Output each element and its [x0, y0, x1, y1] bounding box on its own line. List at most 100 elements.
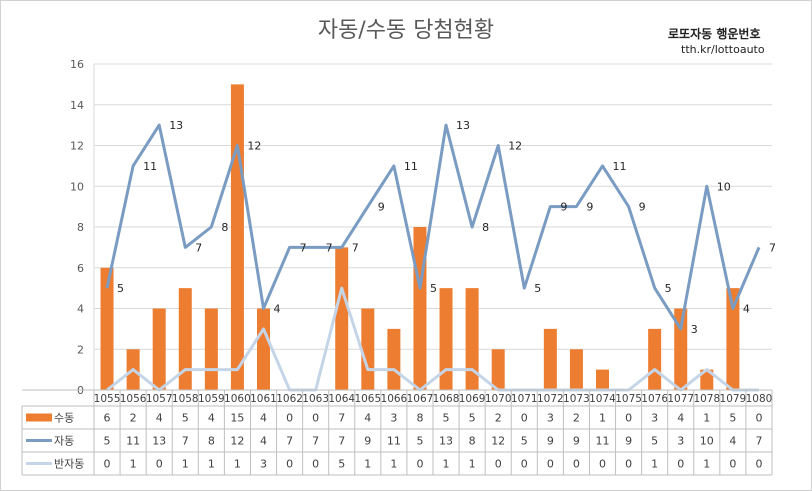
- table-cell: 11: [596, 435, 610, 448]
- table-cell: 12: [230, 435, 244, 448]
- bar-manual: [178, 288, 192, 390]
- table-cell: 13: [439, 435, 453, 448]
- bar-manual: [700, 369, 714, 390]
- x-tick-label: 1057: [146, 393, 173, 405]
- table-cell: 2: [573, 412, 580, 425]
- x-tick-label: 1071: [511, 393, 538, 405]
- x-tick-label: 1055: [94, 393, 121, 405]
- x-tick-label: 1080: [746, 393, 773, 405]
- table-cell: 0: [286, 458, 293, 471]
- table-cell: 8: [208, 435, 215, 448]
- data-label-auto: 5: [117, 282, 124, 295]
- table-cell: 0: [521, 412, 528, 425]
- y-tick-label: 8: [77, 221, 84, 234]
- y-tick-label: 10: [70, 180, 84, 193]
- bar-manual: [387, 328, 401, 390]
- x-tick-label: 1059: [198, 393, 225, 405]
- data-label-auto: 12: [508, 140, 522, 153]
- table-cell: 3: [651, 412, 658, 425]
- table-cell: 3: [390, 412, 397, 425]
- table-cell: 5: [729, 412, 736, 425]
- table-cell: 9: [625, 435, 632, 448]
- y-tick-label: 4: [77, 303, 84, 316]
- table-cell: 0: [677, 458, 684, 471]
- x-tick-label: 1056: [120, 393, 147, 405]
- bar-manual: [439, 288, 453, 390]
- data-label-auto: 11: [404, 160, 418, 173]
- data-label-auto: 4: [743, 303, 750, 316]
- table-cell: 10: [700, 435, 714, 448]
- table-cell: 5: [521, 435, 528, 448]
- table-cell: 5: [182, 412, 189, 425]
- table-cell: 11: [126, 435, 140, 448]
- table-cell: 1: [469, 458, 476, 471]
- data-label-auto: 7: [326, 241, 333, 254]
- x-tick-label: 1077: [667, 393, 694, 405]
- table-cell: 9: [547, 435, 554, 448]
- x-tick-label: 1072: [537, 393, 564, 405]
- data-label-auto: 9: [586, 201, 593, 214]
- table-cell: 0: [625, 458, 632, 471]
- table-cell: 0: [312, 412, 319, 425]
- table-cell: 9: [364, 435, 371, 448]
- table-cell: 7: [182, 435, 189, 448]
- y-tick-label: 16: [70, 58, 84, 71]
- table-cell: 0: [547, 458, 554, 471]
- legend-key-manual: [26, 413, 52, 422]
- table-cell: 7: [755, 435, 762, 448]
- x-tick-label: 1068: [433, 393, 460, 405]
- table-cell: 0: [599, 458, 606, 471]
- data-label-auto: 9: [639, 201, 646, 214]
- table-cell: 7: [338, 435, 345, 448]
- semi-auto-line: [106, 286, 759, 392]
- table-cell: 1: [703, 458, 710, 471]
- table-cell: 3: [260, 458, 267, 471]
- bar-manual: [257, 308, 270, 390]
- table-cell: 6: [104, 412, 111, 425]
- table-cell: 1: [182, 458, 189, 471]
- table-cell: 11: [387, 435, 401, 448]
- x-tick-label: 1066: [381, 393, 408, 405]
- bar-manual: [152, 308, 166, 390]
- table-cell: 0: [416, 458, 423, 471]
- x-tick-label: 1058: [172, 393, 199, 405]
- table-cell: 0: [521, 458, 528, 471]
- table-cell: 7: [286, 435, 293, 448]
- data-label-auto: 8: [221, 221, 228, 234]
- table-cell: 0: [573, 458, 580, 471]
- x-tick-label: 1062: [276, 393, 303, 405]
- x-tick-label: 1067: [407, 393, 434, 405]
- table-cell: 0: [286, 412, 293, 425]
- table-cell: 0: [104, 458, 111, 471]
- table-cell: 15: [230, 412, 244, 425]
- table-cell: 5: [416, 435, 423, 448]
- table-cell: 4: [677, 412, 684, 425]
- table-cell: 4: [156, 412, 163, 425]
- data-label-auto: 7: [300, 241, 307, 254]
- x-tick-label: 1070: [485, 393, 512, 405]
- table-cell: 1: [651, 458, 658, 471]
- data-label-auto: 4: [274, 303, 281, 316]
- x-tick-label: 1076: [641, 393, 668, 405]
- chart-title: 자동/수동 당첨현황: [317, 18, 495, 43]
- table-cell: 2: [130, 412, 137, 425]
- table-cell: 7: [338, 412, 345, 425]
- x-tick-label: 1079: [720, 393, 747, 405]
- table-cell: 4: [260, 435, 267, 448]
- table-cell: 5: [338, 458, 345, 471]
- data-label-auto: 7: [769, 241, 776, 254]
- data-label-auto: 12: [247, 140, 261, 153]
- y-tick-label: 12: [70, 140, 84, 153]
- table-cell: 1: [443, 458, 450, 471]
- data-label-auto: 9: [560, 201, 567, 214]
- bar-manual: [648, 328, 662, 390]
- x-tick-label: 1073: [563, 393, 590, 405]
- x-tick-label: 1064: [328, 393, 355, 405]
- table-cell: 0: [495, 458, 502, 471]
- x-tick-label: 1063: [302, 393, 329, 405]
- data-label-auto: 13: [456, 119, 470, 132]
- table-cell: 4: [364, 412, 371, 425]
- bar-manual: [465, 288, 479, 390]
- table-cell: 0: [156, 458, 163, 471]
- table-cell: 4: [729, 435, 736, 448]
